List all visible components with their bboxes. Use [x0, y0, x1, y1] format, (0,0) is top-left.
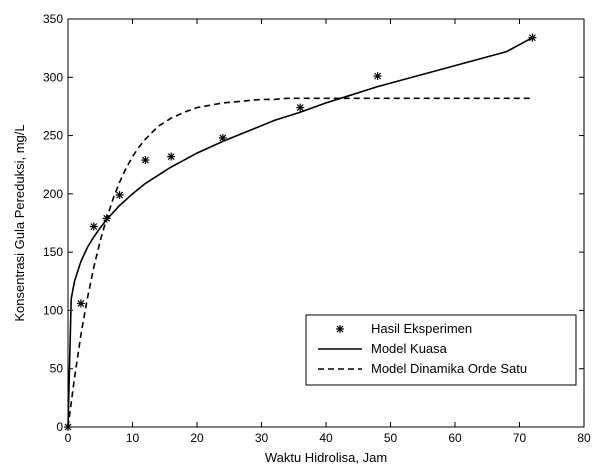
x-tick-label: 0 [65, 431, 72, 445]
data-point-marker [373, 72, 382, 81]
data-point-marker [141, 156, 150, 165]
x-tick-label: 20 [190, 431, 204, 445]
data-point-marker [296, 103, 305, 112]
data-point-marker [102, 214, 111, 223]
x-axis-title: Waktu Hidrolisa, Jam [265, 450, 387, 465]
y-axis: 0 50 100 150 200 250 300 350 [43, 12, 584, 434]
x-tick-label: 40 [319, 431, 333, 445]
y-tick-label: 200 [43, 187, 63, 201]
data-point-marker [167, 152, 176, 161]
x-tick-label: 80 [577, 431, 591, 445]
y-axis-title: Konsentrasi Gula Pereduksi, mg/L [12, 124, 27, 321]
legend: Hasil Eksperimen Model Kuasa Model Dinamik… [305, 314, 577, 386]
y-tick-label: 150 [43, 245, 63, 259]
legend-label: Hasil Eksperimen [371, 321, 472, 336]
x-tick-label: 50 [384, 431, 398, 445]
data-point-marker [528, 33, 537, 42]
y-tick-label: 250 [43, 129, 63, 143]
data-point-marker [76, 299, 85, 308]
x-tick-label: 70 [513, 431, 527, 445]
data-point-marker [115, 191, 124, 200]
legend-label: Model Kuasa [371, 341, 448, 356]
x-tick-label: 60 [448, 431, 462, 445]
series-layer [64, 33, 537, 431]
legend-label: Model Dinamika Orde Satu [371, 361, 527, 376]
series-line-dinamika-orde-satu [67, 97, 533, 428]
y-tick-label: 0 [56, 420, 63, 434]
x-tick-label: 30 [255, 431, 269, 445]
x-tick-label: 10 [126, 431, 140, 445]
x-axis: 0 10 20 30 40 50 60 70 80 [65, 19, 591, 445]
legend-items: Hasil Eksperimen Model Kuasa Model Dinamik… [318, 321, 527, 376]
y-tick-label: 300 [43, 70, 63, 84]
y-tick-label: 100 [43, 303, 63, 317]
y-tick-label: 50 [50, 362, 64, 376]
data-point-marker [89, 222, 98, 231]
series-line-kuasa [67, 36, 533, 428]
data-point-marker [218, 133, 227, 142]
data-point-marker [64, 423, 72, 431]
legend-box [305, 314, 577, 386]
y-tick-label: 350 [43, 12, 63, 26]
legend-marker-icon [336, 325, 344, 333]
